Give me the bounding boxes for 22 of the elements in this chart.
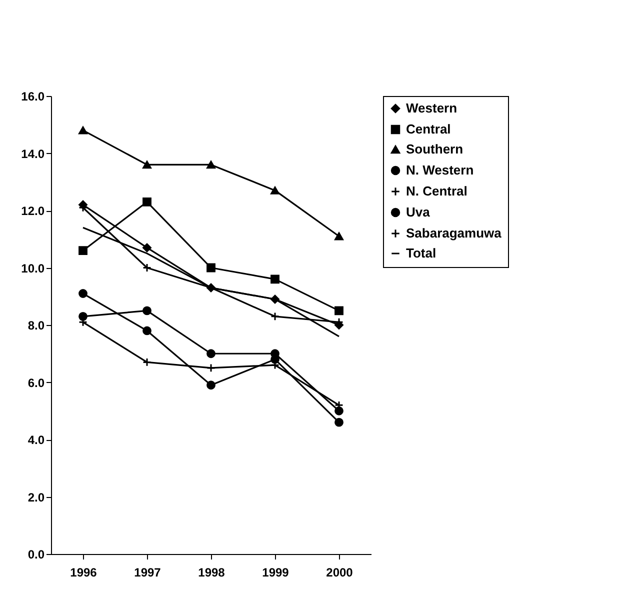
x-tick-label: 1997 [134, 566, 162, 580]
x-tick-label: 1998 [198, 566, 226, 580]
legend-label: Western [406, 100, 458, 116]
y-tick-label: 14.0 [21, 146, 45, 161]
y-tick-label: 6.0 [28, 376, 45, 390]
legend-label: Uva [406, 204, 431, 220]
legend-label: N. Central [406, 184, 468, 198]
x-tick-label: 2000 [326, 566, 354, 580]
y-tick-label: 12.0 [21, 204, 45, 218]
y-tick-label: 8.0 [28, 318, 45, 332]
legend-label: Sabaragamuwa [406, 226, 502, 240]
legend-label: Southern [406, 142, 464, 156]
x-tick-label: 1999 [262, 566, 290, 580]
y-tick-label: 2.0 [28, 490, 45, 504]
legend-label: Central [406, 122, 451, 136]
legend-label: Total [406, 246, 436, 260]
y-tick-label: 4.0 [28, 433, 45, 447]
y-tick-label: 16.0 [21, 90, 45, 104]
y-tick-label: 0.0 [28, 548, 45, 562]
legend-label: N. Western [406, 162, 474, 178]
x-tick-label: 1996 [70, 566, 98, 580]
y-tick-label: 10.0 [21, 261, 45, 276]
